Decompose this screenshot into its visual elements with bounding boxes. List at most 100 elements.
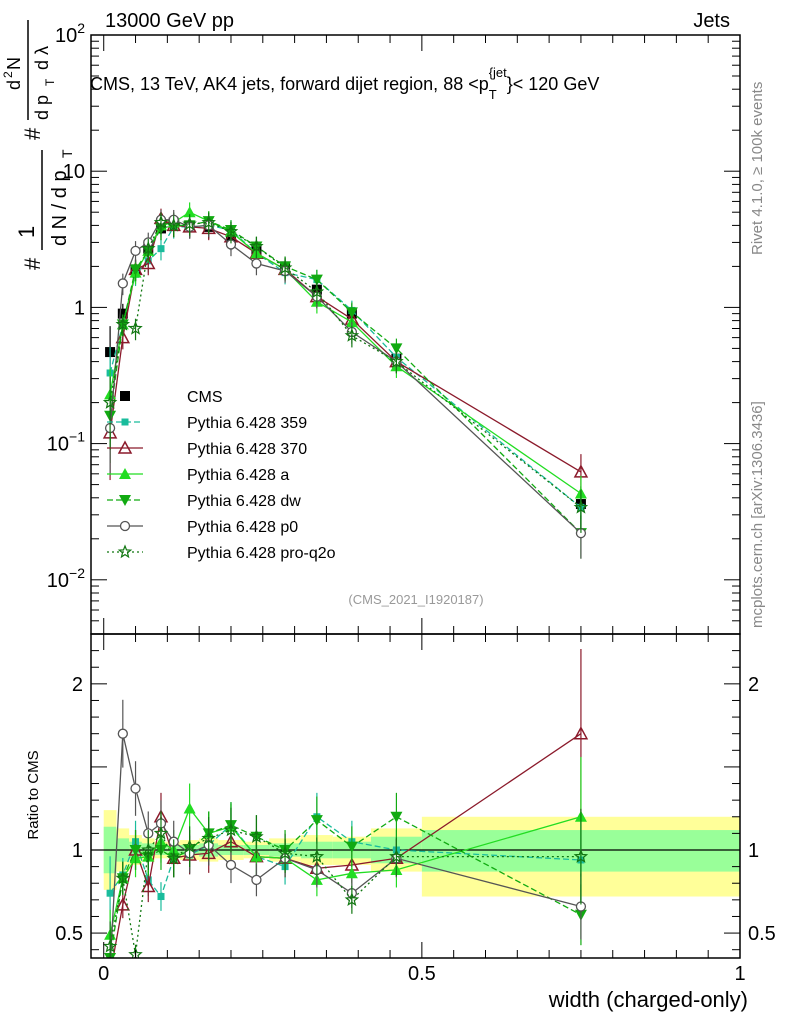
series-line	[109, 221, 582, 508]
legend-label: Pythia 6.428 370	[187, 441, 307, 458]
ratio-point	[389, 848, 404, 863]
data-point	[115, 330, 131, 344]
svg-text:d N / d p: d N / d p	[49, 170, 71, 246]
data-point	[166, 217, 181, 232]
legend-marker	[119, 495, 131, 506]
plot-title: CMS, 13 TeV, AK4 jets, forward dijet reg…	[90, 65, 599, 102]
header-right: Jets	[693, 10, 730, 32]
ratio-point	[153, 825, 169, 840]
ratio-point	[102, 938, 118, 953]
legend-entry: Pythia 6.428 a	[107, 467, 289, 484]
data-point	[389, 353, 404, 368]
ratio-y-tick-label-right: 2	[748, 674, 759, 696]
ratio-y-tick-label-right: 0.5	[748, 923, 776, 945]
svg-text:N: N	[4, 57, 24, 70]
svg-text:d p: d p	[32, 95, 52, 120]
ratio-frame	[90, 633, 741, 959]
rivet-label: Rivet 4.1.0, ≥ 100k events	[749, 82, 766, 255]
data-point	[573, 499, 589, 514]
legend-marker	[117, 440, 133, 454]
main-plot-area	[102, 202, 589, 559]
svg-text:#: #	[20, 127, 45, 140]
ratio-point	[223, 822, 239, 837]
series-pythia-6-428-pro-q2o	[102, 212, 589, 533]
data-point	[141, 255, 156, 270]
legend-entry: Pythia 6.428 370	[107, 440, 307, 458]
data-point	[201, 214, 216, 229]
data-point	[309, 284, 325, 299]
svg-text:d: d	[4, 80, 24, 90]
ratio-point	[345, 841, 358, 853]
ratio-point	[141, 842, 156, 857]
legend-label: Pythia 6.428 359	[187, 415, 307, 432]
ratio-point	[117, 728, 128, 739]
y-tick-label: 1	[74, 297, 85, 319]
ratio-point	[182, 839, 197, 853]
legend-entry: Pythia 6.428 pro-q2o	[107, 544, 336, 562]
legend-entry: Pythia 6.428 359	[107, 415, 307, 432]
ratio-point	[201, 830, 216, 845]
y-tick-label: 102	[55, 20, 85, 47]
svg-text:2: 2	[1, 71, 15, 78]
data-point	[223, 223, 239, 238]
ratio-point	[310, 815, 323, 827]
ratio-point	[129, 845, 142, 856]
data-point	[117, 278, 128, 289]
svg-text:1: 1	[14, 226, 39, 238]
series-pythia-6-428-p0	[104, 209, 587, 559]
ratio-y-tick-label: 1	[72, 840, 83, 862]
ratio-point	[115, 897, 131, 911]
ratio-point	[115, 870, 131, 885]
ratio-point	[345, 867, 358, 879]
ratio-y-tick-label: 0.5	[55, 923, 83, 945]
legend-marker	[117, 544, 133, 559]
main-ylabel: # 1 d N / d p T # d 2 N d p T d λ	[1, 20, 75, 270]
svg-text:T: T	[43, 78, 57, 86]
y-tick-label: 10−2	[47, 565, 85, 592]
ratio-line	[109, 829, 581, 955]
ratio-y-tick-label: 2	[72, 674, 83, 696]
ratio-point	[309, 848, 325, 863]
legend-entry: Pythia 6.428 dw	[107, 493, 301, 510]
series-cms	[105, 212, 586, 530]
data-point	[115, 316, 131, 331]
ratio-point	[251, 874, 262, 886]
svg-text:#: #	[20, 257, 45, 270]
ratio-point	[573, 848, 589, 863]
series-pythia-6-428-359	[106, 215, 585, 533]
series-line	[109, 224, 582, 508]
ratio-point	[130, 783, 141, 794]
legend-label: Pythia 6.428 dw	[187, 493, 301, 510]
data-point	[251, 258, 262, 269]
data-point	[390, 343, 403, 355]
legend-label: Pythia 6.428 a	[187, 467, 289, 484]
series-line	[109, 217, 582, 473]
series-line	[109, 220, 582, 534]
legend-label: Pythia 6.428 pro-q2o	[187, 545, 336, 562]
legend-marker	[121, 418, 129, 426]
series-line	[109, 219, 582, 534]
legend-marker	[120, 391, 130, 401]
ratio-series-pythia-6-428-pro-q2o	[102, 807, 589, 958]
data-point	[249, 238, 264, 253]
ratio-point	[183, 802, 196, 814]
mcplots-label: mcplots.cern.ch [arXiv:1306.3436]	[749, 401, 766, 628]
data-point	[345, 307, 358, 319]
svg-text:d λ: d λ	[32, 46, 52, 70]
ratio-point	[141, 878, 156, 893]
ratio-plot-area	[102, 648, 589, 958]
data-point	[310, 274, 323, 286]
ratio-point	[344, 892, 360, 907]
ratio-point	[573, 726, 589, 740]
ratio-point	[277, 845, 293, 860]
ratio-point	[106, 889, 114, 897]
x-tick-label: 1	[734, 963, 745, 985]
ratio-point	[157, 893, 165, 901]
watermark: (CMS_2021_I1920187)	[348, 592, 483, 607]
legend-label: CMS	[187, 389, 223, 406]
ratio-ylabel: Ratio to CMS	[25, 750, 42, 839]
series-line	[109, 211, 582, 495]
data-point	[157, 245, 165, 253]
ratio-point	[225, 859, 237, 871]
